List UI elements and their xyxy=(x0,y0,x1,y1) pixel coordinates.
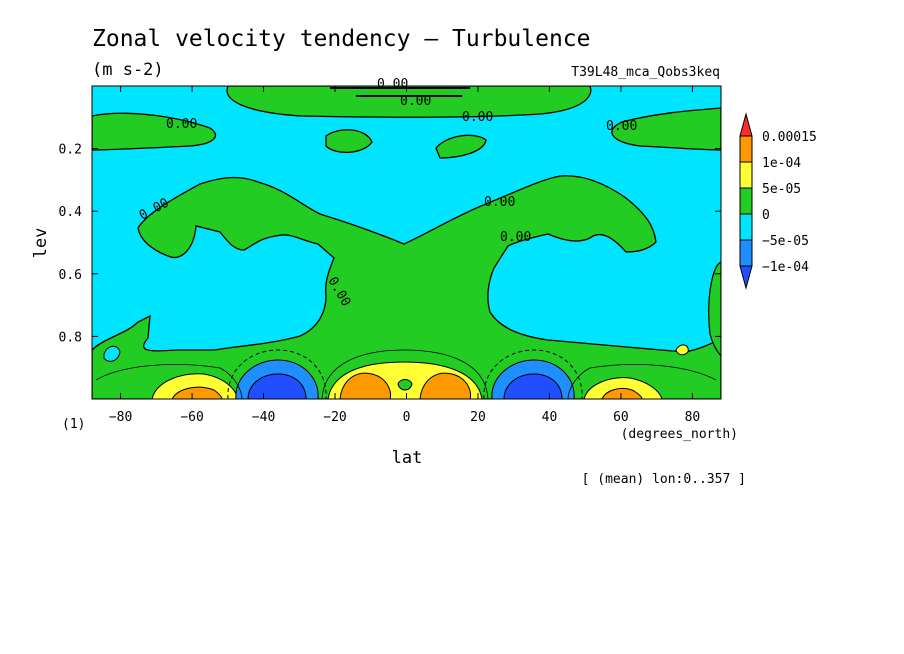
x-tick-label: 80 xyxy=(685,410,701,425)
x-tick-label: 60 xyxy=(613,410,629,425)
contour-label: 0.00 xyxy=(377,77,408,92)
region-orange-sw xyxy=(171,386,223,399)
contour-label: 0.00 xyxy=(462,110,493,125)
contour-label: 0.00 xyxy=(400,94,431,109)
colorbar-swatch xyxy=(739,187,753,215)
contour-dashed xyxy=(483,349,583,399)
plot-area xyxy=(92,86,721,399)
contour-dashed xyxy=(227,349,327,399)
region-small-center xyxy=(397,379,413,391)
region-orange-cr xyxy=(419,372,471,399)
region-small-right xyxy=(675,344,689,356)
region-negative-west-core xyxy=(247,373,307,399)
contour-thin xyxy=(95,364,243,399)
region-island xyxy=(435,134,487,159)
y-tick-label: 0.4 xyxy=(59,205,83,220)
x-axis-units: (degrees_north) xyxy=(621,427,738,442)
colorbar-swatch xyxy=(739,135,753,163)
colorbar-swatch xyxy=(739,161,753,189)
contour-label: 0.00 xyxy=(484,195,515,210)
colorbar-label: 0.00015 xyxy=(762,130,817,145)
region-island xyxy=(325,129,373,153)
y-tick-label: 0.8 xyxy=(59,330,82,345)
averaging-note: [ (mean) lon:0..357 ] xyxy=(582,472,746,487)
colorbar-label: −5e-05 xyxy=(762,234,809,249)
contour-label: 0.00 xyxy=(166,117,197,132)
contour-thin xyxy=(567,364,717,399)
region-top-band xyxy=(226,86,592,118)
y-tick-label: 0.2 xyxy=(59,143,82,158)
region-orange-se xyxy=(601,387,643,399)
y-axis-label: lev xyxy=(31,228,51,259)
x-tick-label: −20 xyxy=(323,410,346,425)
run-id-label: T39L48_mca_Qobs3keq xyxy=(571,65,720,80)
colorbar-label: −1e-04 xyxy=(762,260,809,275)
region-right-edge xyxy=(708,261,721,357)
x-tick-label: −60 xyxy=(180,410,203,425)
x-tick-label: −40 xyxy=(252,410,275,425)
colorbar-label: 0 xyxy=(762,208,770,223)
contour-thin xyxy=(321,349,489,399)
chart-title: Zonal velocity tendency — Turbulence xyxy=(92,26,591,52)
chart-units: (m s-2) xyxy=(92,60,164,80)
region-small-left xyxy=(103,345,121,362)
region-upper-left xyxy=(92,112,216,151)
colorbar: 0.00015 1e-04 5e-05 0 −5e-05 −1e-04 xyxy=(739,112,817,290)
x-tick-label: 0 xyxy=(403,410,411,425)
colorbar-label: 5e-05 xyxy=(762,182,801,197)
contour-label: 0.00 xyxy=(606,119,637,134)
x-axis-label: lat xyxy=(392,448,423,468)
colorbar-swatch xyxy=(739,265,753,290)
y-axis-units: (1) xyxy=(62,417,85,432)
contour-label: 0.00 xyxy=(500,230,531,245)
colorbar-swatch xyxy=(739,112,753,137)
x-tick-label: 20 xyxy=(470,410,486,425)
contour-top xyxy=(330,87,470,97)
x-axis: −80 −60 −40 −20 0 20 40 60 80 xyxy=(109,86,700,425)
x-tick-label: −80 xyxy=(109,410,132,425)
region-orange-cl xyxy=(339,372,391,399)
y-axis: 0.2 0.4 0.6 0.8 xyxy=(59,143,721,345)
colorbar-swatch xyxy=(739,213,753,241)
y-tick-label: 0.6 xyxy=(59,268,82,283)
colorbar-swatch xyxy=(739,239,753,267)
region-main-green xyxy=(92,175,721,399)
region-upper-right xyxy=(611,107,721,151)
x-tick-label: 40 xyxy=(542,410,558,425)
colorbar-label: 1e-04 xyxy=(762,156,801,171)
region-negative-east-core xyxy=(503,373,563,399)
